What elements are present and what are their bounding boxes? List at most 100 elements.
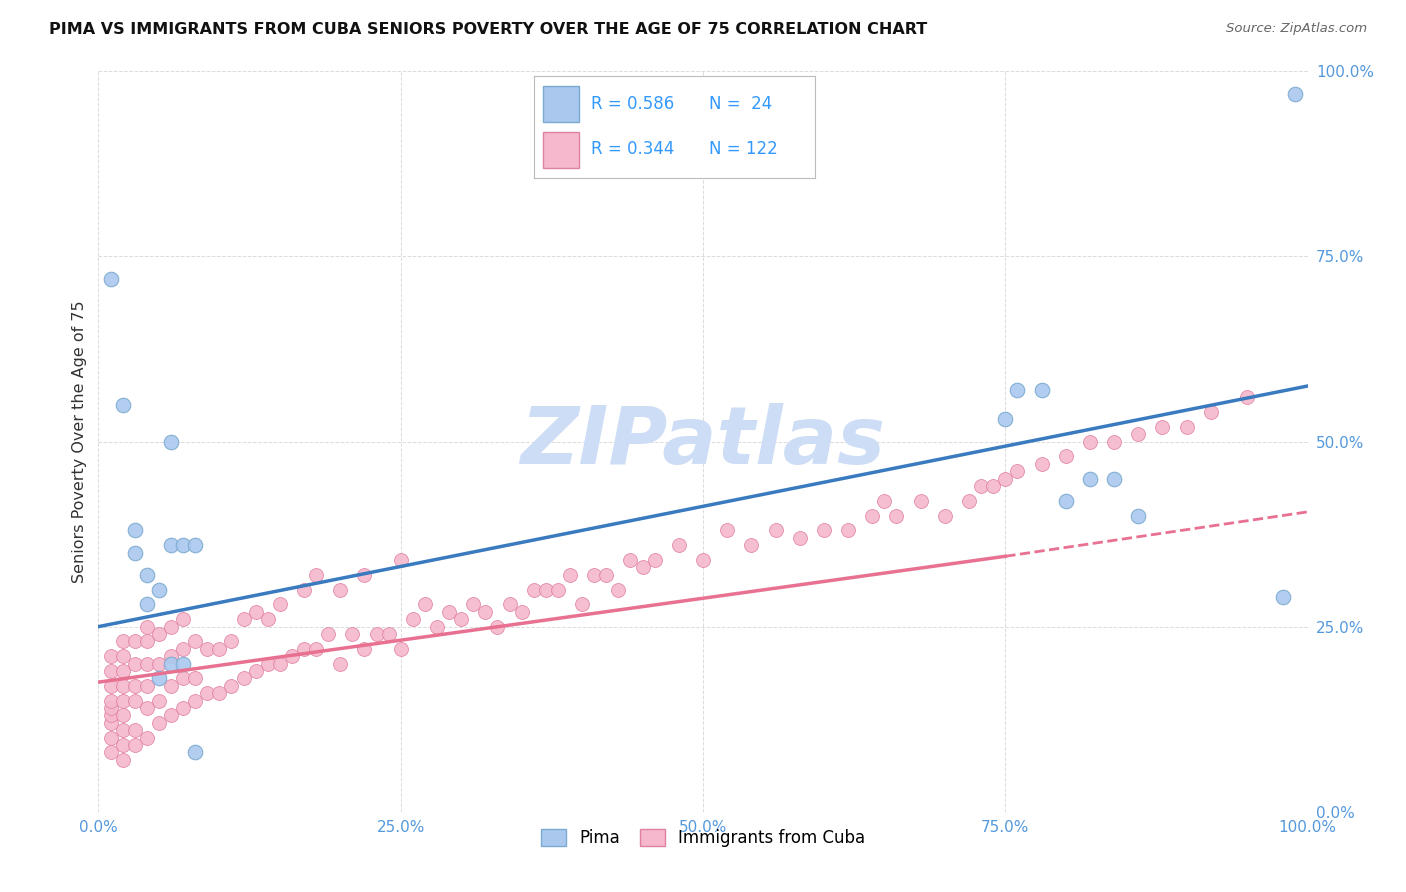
Text: R = 0.586: R = 0.586 xyxy=(591,95,673,113)
Point xyxy=(886,508,908,523)
Text: Source: ZipAtlas.com: Source: ZipAtlas.com xyxy=(1226,22,1367,36)
Point xyxy=(523,582,546,597)
Point xyxy=(100,664,122,678)
Point xyxy=(208,641,231,656)
Point xyxy=(124,657,146,671)
Point xyxy=(281,649,304,664)
Point xyxy=(981,479,1004,493)
Point xyxy=(221,634,243,648)
Point xyxy=(184,746,207,760)
Point xyxy=(111,664,134,678)
Point xyxy=(353,641,375,656)
Point xyxy=(111,753,134,767)
Point xyxy=(329,582,352,597)
Point xyxy=(450,612,472,626)
Point xyxy=(100,701,122,715)
Point xyxy=(329,657,352,671)
Point xyxy=(558,567,581,582)
Point xyxy=(644,553,666,567)
Text: R = 0.344: R = 0.344 xyxy=(591,140,673,158)
Point xyxy=(740,538,762,552)
Point xyxy=(957,493,980,508)
Point xyxy=(184,672,207,686)
Point xyxy=(269,657,291,671)
Point xyxy=(160,434,183,449)
Point xyxy=(534,582,557,597)
Point xyxy=(124,723,146,738)
Point xyxy=(135,634,157,648)
Point xyxy=(292,582,315,597)
Point xyxy=(148,657,170,671)
Point xyxy=(100,708,122,723)
Y-axis label: Seniors Poverty Over the Age of 75: Seniors Poverty Over the Age of 75 xyxy=(72,301,87,582)
Point xyxy=(100,746,122,760)
Point xyxy=(160,538,183,552)
Point xyxy=(100,715,122,730)
Point xyxy=(316,627,339,641)
Point xyxy=(100,679,122,693)
Point xyxy=(486,619,509,633)
Point xyxy=(1054,450,1077,464)
Legend: Pima, Immigrants from Cuba: Pima, Immigrants from Cuba xyxy=(533,821,873,855)
Point xyxy=(111,708,134,723)
Point xyxy=(631,560,654,574)
Point xyxy=(716,524,738,538)
Point xyxy=(1031,457,1053,471)
Point xyxy=(232,612,254,626)
Point xyxy=(135,679,157,693)
Point xyxy=(124,738,146,752)
Point xyxy=(692,553,714,567)
Point xyxy=(124,634,146,648)
Point xyxy=(124,694,146,708)
Point xyxy=(221,679,243,693)
Point xyxy=(377,627,399,641)
Point xyxy=(111,723,134,738)
Point xyxy=(172,672,194,686)
Point xyxy=(172,701,194,715)
Point xyxy=(765,524,787,538)
Point xyxy=(1128,508,1150,523)
Point xyxy=(402,612,425,626)
Point xyxy=(994,471,1017,485)
Point xyxy=(148,582,170,597)
Point xyxy=(607,582,630,597)
Point xyxy=(195,641,218,656)
Point xyxy=(1031,383,1053,397)
Point xyxy=(135,598,157,612)
Point xyxy=(1152,419,1174,434)
Point xyxy=(124,524,146,538)
Point xyxy=(245,664,267,678)
Point xyxy=(135,567,157,582)
Point xyxy=(135,731,157,745)
Point xyxy=(366,627,388,641)
Point xyxy=(934,508,956,523)
Point xyxy=(1175,419,1198,434)
Point xyxy=(100,649,122,664)
Point xyxy=(305,567,328,582)
Point xyxy=(994,412,1017,426)
Point xyxy=(184,694,207,708)
Point xyxy=(292,641,315,656)
Point xyxy=(1236,390,1258,404)
Text: N = 122: N = 122 xyxy=(709,140,778,158)
Point xyxy=(583,567,606,582)
Point xyxy=(463,598,485,612)
Point xyxy=(595,567,617,582)
Point xyxy=(353,567,375,582)
Point xyxy=(148,672,170,686)
Point xyxy=(571,598,593,612)
Text: ZIPatlas: ZIPatlas xyxy=(520,402,886,481)
Point xyxy=(111,634,134,648)
Point xyxy=(474,605,496,619)
Point xyxy=(111,738,134,752)
Point xyxy=(111,649,134,664)
Point xyxy=(100,271,122,285)
Point xyxy=(342,627,364,641)
Point xyxy=(1007,464,1029,478)
Point xyxy=(413,598,436,612)
Point xyxy=(269,598,291,612)
FancyBboxPatch shape xyxy=(543,87,579,122)
Point xyxy=(172,657,194,671)
Point xyxy=(1284,87,1306,101)
Point xyxy=(172,612,194,626)
